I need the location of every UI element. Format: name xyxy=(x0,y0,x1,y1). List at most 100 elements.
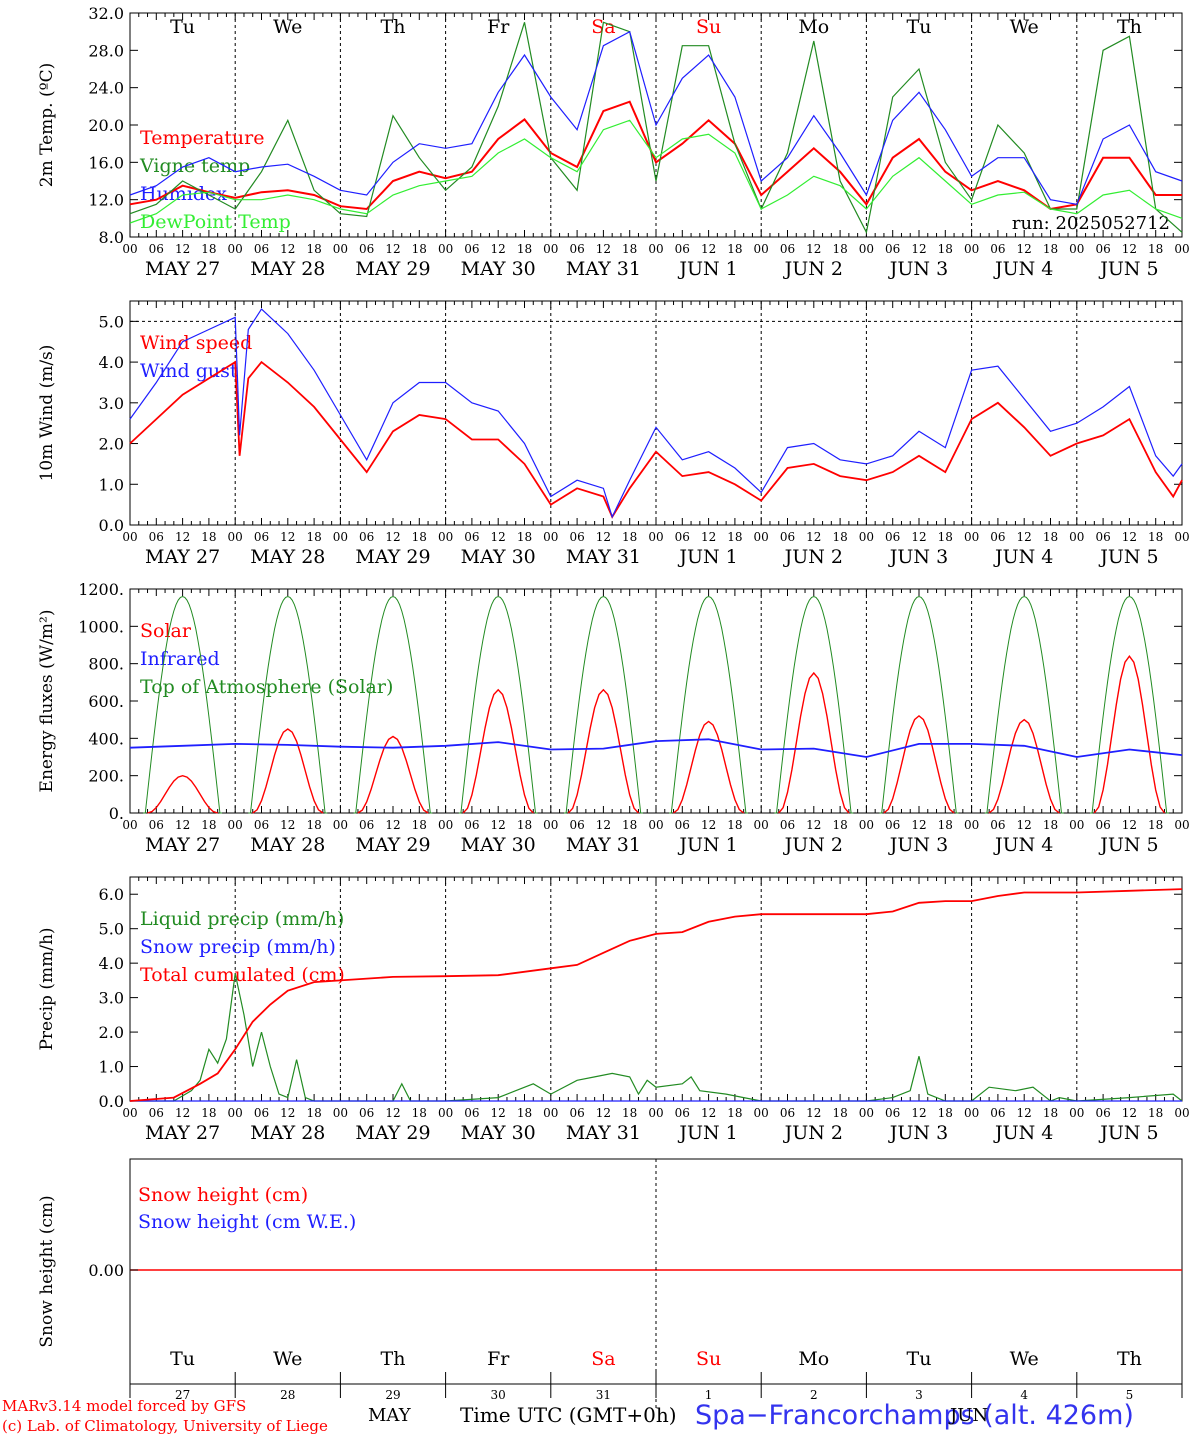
hour-tick-label: 18 xyxy=(201,818,216,832)
y-axis-label: Precip (mm/h) xyxy=(37,927,57,1050)
date-label: MAY 31 xyxy=(566,258,641,280)
panel-frame xyxy=(129,588,1183,814)
day-name: Th xyxy=(1117,1348,1142,1370)
hour-tick-label: 00 xyxy=(859,530,874,544)
hour-tick-label: 06 xyxy=(359,242,374,256)
hour-tick-label: 12 xyxy=(385,818,400,832)
day-number: 4 xyxy=(1020,1388,1028,1402)
hour-tick-label: 00 xyxy=(648,242,663,256)
hour-tick-label: 12 xyxy=(1122,530,1137,544)
hour-tick-label: 00 xyxy=(964,818,979,832)
hour-tick-label: 00 xyxy=(543,1106,558,1120)
hour-tick-label: 18 xyxy=(517,242,532,256)
hour-tick-label: 18 xyxy=(412,818,427,832)
series-solar xyxy=(357,735,429,814)
hour-tick-label: 18 xyxy=(832,242,847,256)
series-top-of-atmosphere xyxy=(669,595,748,814)
hour-tick-label: 12 xyxy=(385,530,400,544)
date-label: MAY 30 xyxy=(461,546,536,568)
day-name: We xyxy=(273,16,302,38)
legend-vigne-temp: Vigne temp xyxy=(139,155,250,177)
hour-tick-label: 18 xyxy=(938,1106,953,1120)
legend-total-cumulated-cm-: Total cumulated (cm) xyxy=(140,964,345,986)
hour-tick-label: 00 xyxy=(1069,1106,1084,1120)
series-wind-gust xyxy=(129,308,1183,519)
hour-tick-label: 00 xyxy=(859,242,874,256)
date-label: MAY 28 xyxy=(250,1122,325,1144)
hour-tick-label: 00 xyxy=(754,1106,769,1120)
hour-tick-label: 18 xyxy=(201,242,216,256)
hour-tick-label: 06 xyxy=(675,1106,690,1120)
date-label: JUN 1 xyxy=(677,834,737,856)
y-tick-label: 5.0 xyxy=(99,920,124,939)
hour-tick-label: 00 xyxy=(333,1106,348,1120)
hour-tick-label: 12 xyxy=(385,1106,400,1120)
model-credit: MARv3.14 model forced by GFS xyxy=(2,1397,247,1415)
hour-tick-label: 12 xyxy=(806,818,821,832)
hour-tick-label: 18 xyxy=(938,530,953,544)
day-name: Mo xyxy=(798,1348,829,1370)
hour-tick-label: 12 xyxy=(1122,818,1137,832)
hour-tick-label: 18 xyxy=(517,818,532,832)
hour-tick-label: 00 xyxy=(964,530,979,544)
hour-tick-label: 18 xyxy=(622,530,637,544)
hour-tick-label: 06 xyxy=(1095,530,1110,544)
hour-tick-label: 12 xyxy=(280,1106,295,1120)
hour-tick-label: 00 xyxy=(122,818,137,832)
day-name: Th xyxy=(1117,16,1142,38)
date-label: MAY 28 xyxy=(250,258,325,280)
hour-tick-label: 06 xyxy=(464,818,479,832)
hour-tick-label: 06 xyxy=(464,242,479,256)
hour-tick-label: 12 xyxy=(491,530,506,544)
hour-tick-label: 18 xyxy=(306,1106,321,1120)
hour-tick-label: 06 xyxy=(675,530,690,544)
hour-tick-label: 12 xyxy=(911,1106,926,1120)
legend-snow-height-cm-w-e-: Snow height (cm W.E.) xyxy=(138,1211,356,1233)
legend-wind-speed: Wind speed xyxy=(140,332,252,354)
day-name: Tu xyxy=(907,16,932,38)
y-tick-label: 6.0 xyxy=(99,885,124,904)
date-label: MAY 29 xyxy=(355,834,430,856)
y-tick-label: 0.0 xyxy=(99,1092,124,1111)
hour-tick-label: 12 xyxy=(1122,1106,1137,1120)
y-tick-label: 16.0 xyxy=(88,153,124,172)
y-tick-label: 4.0 xyxy=(99,954,124,973)
hour-tick-label: 06 xyxy=(149,1106,164,1120)
hour-tick-label: 00 xyxy=(1069,530,1084,544)
day-name: Sa xyxy=(591,16,615,38)
series-infrared xyxy=(129,738,1183,758)
hour-tick-label: 18 xyxy=(1148,242,1163,256)
series-solar xyxy=(1093,655,1166,814)
month-label-may: MAY xyxy=(368,1405,411,1426)
day-name: Tu xyxy=(170,16,195,38)
hour-tick-label: 18 xyxy=(622,242,637,256)
hour-tick-label: 12 xyxy=(1017,530,1032,544)
hour-tick-label: 06 xyxy=(675,242,690,256)
hour-tick-label: 00 xyxy=(1174,530,1189,544)
date-label: MAY 30 xyxy=(461,834,536,856)
hour-tick-label: 18 xyxy=(306,530,321,544)
date-label: MAY 27 xyxy=(145,1122,220,1144)
hour-tick-label: 06 xyxy=(885,1106,900,1120)
y-tick-label: 0.00 xyxy=(88,1261,124,1280)
hour-tick-label: 06 xyxy=(254,818,269,832)
day-name: Fr xyxy=(487,1348,510,1370)
hour-tick-label: 12 xyxy=(1122,242,1137,256)
y-tick-label: 200. xyxy=(88,767,124,786)
hour-tick-label: 06 xyxy=(569,242,584,256)
date-label: MAY 28 xyxy=(250,834,325,856)
series-top-of-atmosphere xyxy=(458,595,538,814)
hour-tick-label: 18 xyxy=(412,530,427,544)
series-solar xyxy=(778,671,850,814)
hour-tick-label: 00 xyxy=(333,530,348,544)
hour-tick-label: 18 xyxy=(517,1106,532,1120)
hour-tick-label: 18 xyxy=(412,1106,427,1120)
hour-tick-label: 12 xyxy=(491,242,506,256)
hour-tick-label: 12 xyxy=(1017,1106,1032,1120)
hour-tick-label: 06 xyxy=(569,530,584,544)
hour-tick-label: 06 xyxy=(359,530,374,544)
hour-tick-label: 00 xyxy=(122,242,137,256)
hour-tick-label: 06 xyxy=(780,530,795,544)
hour-tick-label: 18 xyxy=(1043,242,1058,256)
hour-tick-label: 18 xyxy=(1043,818,1058,832)
